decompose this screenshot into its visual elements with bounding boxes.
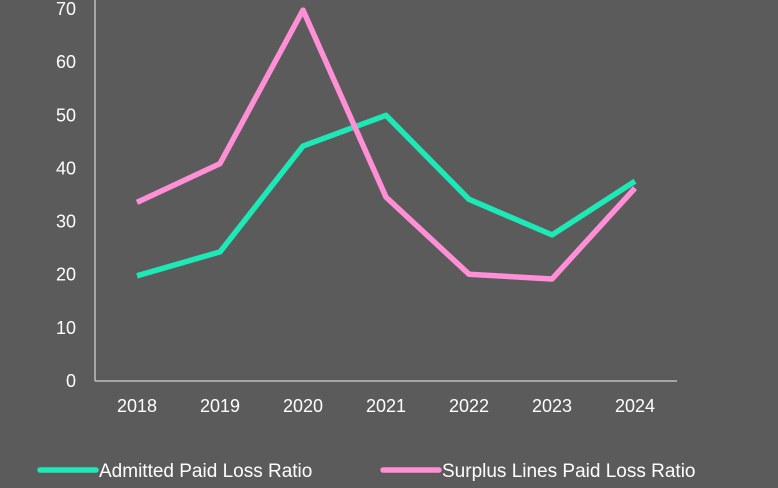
y-tick-label: 0 (66, 371, 76, 391)
axes (94, 0, 677, 382)
y-tick-label: 10 (56, 318, 76, 338)
y-tick-label: 20 (56, 265, 76, 285)
y-tick-label: 40 (56, 158, 76, 178)
x-tick-label: 2021 (366, 396, 406, 416)
x-tick-labels: 2018 2019 2020 2021 2022 2023 2024 (117, 396, 655, 416)
x-tick-label: 2024 (615, 396, 655, 416)
y-tick-label: 50 (56, 105, 76, 125)
x-tick-label: 2022 (449, 396, 489, 416)
legend: Admitted Paid Loss Ratio Surplus Lines Pa… (37, 461, 695, 482)
x-tick-label: 2019 (200, 396, 240, 416)
y-tick-labels: 0 10 20 30 40 50 60 70 (56, 0, 76, 391)
series-line-2 (135, 7, 638, 282)
series-lines (135, 7, 638, 282)
y-tick-label: 70 (56, 0, 76, 19)
x-tick-label: 2020 (283, 396, 323, 416)
legend-label: Surplus Lines Paid Loss Ratio (442, 461, 695, 482)
series-line-1 (136, 112, 637, 279)
legend-label: Admitted Paid Loss Ratio (99, 461, 312, 482)
x-tick-label: 2023 (532, 396, 572, 416)
y-tick-label: 30 (56, 212, 76, 232)
y-tick-label: 60 (56, 52, 76, 72)
x-tick-label: 2018 (117, 396, 157, 416)
